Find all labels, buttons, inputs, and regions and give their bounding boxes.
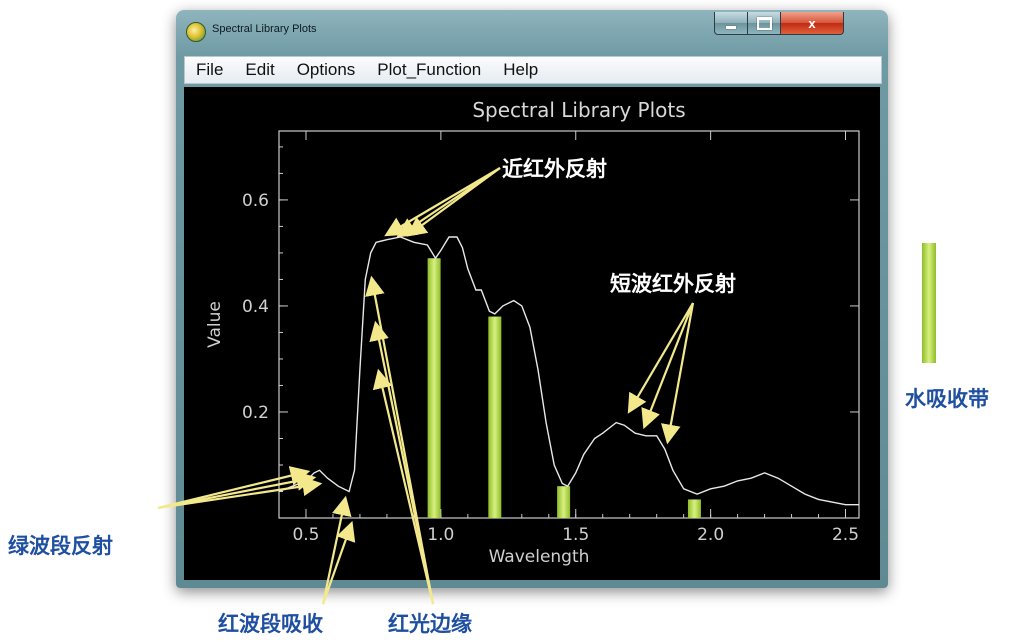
menu-help[interactable]: Help	[503, 60, 539, 79]
x-tick-label: 1.0	[427, 525, 454, 545]
water-absorption-bar	[557, 486, 571, 518]
chart-title: Spectral Library Plots	[472, 98, 685, 122]
annotation-red-absorption: 红波段吸收	[218, 612, 323, 636]
y-axis-label: Value	[205, 301, 225, 348]
y-tick-label: 0.6	[242, 191, 269, 211]
x-tick-label: 1.5	[562, 525, 589, 545]
y-tick-label: 0.4	[242, 297, 269, 317]
x-tick-label: 0.5	[292, 525, 319, 545]
y-tick-label: 0.2	[242, 403, 269, 423]
close-icon: x	[808, 15, 816, 31]
minimize-button[interactable]	[714, 12, 748, 35]
legend-water-absorption-label: 水吸收带	[905, 387, 989, 411]
x-tick-label: 2.0	[697, 525, 724, 545]
maximize-icon	[756, 16, 772, 30]
x-tick-label: 2.5	[832, 525, 859, 545]
water-absorption-bar	[427, 258, 441, 518]
app-window: Spectral Library Plots x File Edit Optio…	[176, 10, 888, 588]
menu-file[interactable]: File	[196, 60, 224, 79]
close-button[interactable]: x	[780, 12, 844, 35]
menu-plot-function[interactable]: Plot_Function	[377, 60, 482, 79]
annotation-swir-reflection: 短波红外反射	[610, 272, 736, 296]
legend-water-band-swatch	[922, 243, 936, 363]
title-bar[interactable]: Spectral Library Plots x	[176, 10, 888, 52]
menu-edit[interactable]: Edit	[245, 60, 275, 79]
app-logo-icon	[186, 22, 206, 42]
menu-options[interactable]: Options	[296, 60, 356, 79]
minimize-icon	[726, 25, 736, 29]
spectral-curve	[278, 236, 859, 506]
plot-frame	[278, 130, 860, 519]
maximize-button[interactable]	[747, 12, 781, 35]
window-title: Spectral Library Plots	[212, 23, 317, 35]
water-absorption-bar	[687, 499, 701, 518]
menu-bar: File Edit Options Plot_Function Help	[184, 56, 882, 84]
water-absorption-bar	[488, 316, 502, 518]
annotation-green-reflection: 绿波段反射	[8, 534, 113, 558]
x-axis-label: Wavelength	[489, 547, 590, 567]
annotation-nir-reflection: 近红外反射	[502, 157, 607, 181]
annotation-red-edge: 红光边缘	[388, 612, 472, 636]
